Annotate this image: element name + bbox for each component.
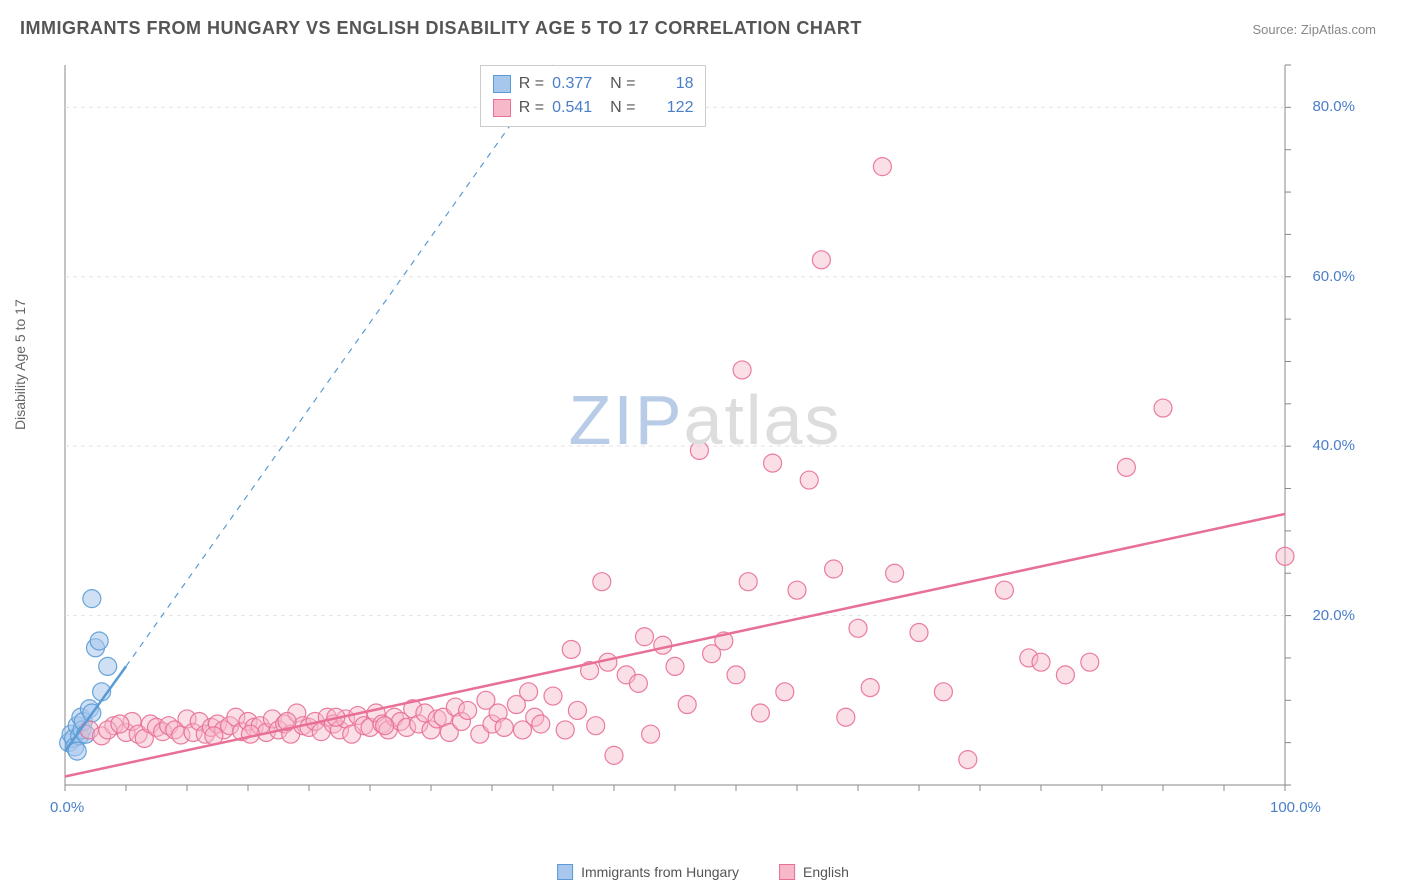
x-axis-legend: Immigrants from Hungary English: [557, 864, 849, 880]
x-tick-label: 0.0%: [50, 799, 84, 816]
stat-n-label: N =: [610, 96, 635, 120]
stat-n-value: 122: [643, 96, 693, 120]
chart-title: IMMIGRANTS FROM HUNGARY VS ENGLISH DISAB…: [20, 18, 862, 39]
legend-label-hungary: Immigrants from Hungary: [581, 864, 739, 880]
legend-swatch-hungary: [557, 864, 573, 880]
stat-r-label: R =: [519, 96, 544, 120]
x-tick-label: 100.0%: [1270, 799, 1321, 816]
y-tick-label: 40.0%: [1295, 437, 1355, 454]
stat-r-label: R =: [519, 72, 544, 96]
scatter-chart-svg: [55, 55, 1355, 815]
stat-swatch: [493, 75, 511, 93]
stat-r-value: 0.541: [552, 96, 602, 120]
legend-item-hungary: Immigrants from Hungary: [557, 864, 739, 880]
stat-n-value: 18: [643, 72, 693, 96]
stat-row: R = 0.541 N = 122: [493, 96, 694, 120]
stat-row: R = 0.377 N = 18: [493, 72, 694, 96]
stat-n-label: N =: [610, 72, 635, 96]
y-axis-label: Disability Age 5 to 17: [12, 299, 28, 430]
y-tick-label: 60.0%: [1295, 268, 1355, 285]
correlation-stats-box: R = 0.377 N = 18 R = 0.541 N = 122: [480, 65, 707, 127]
legend-label-english: English: [803, 864, 849, 880]
y-tick-label: 80.0%: [1295, 98, 1355, 115]
chart-plot-area: ZIPatlas 0.0%100.0%20.0%40.0%60.0%80.0% …: [55, 55, 1355, 815]
source-attribution: Source: ZipAtlas.com: [1252, 22, 1376, 37]
legend-swatch-english: [779, 864, 795, 880]
y-tick-label: 20.0%: [1295, 607, 1355, 624]
stat-r-value: 0.377: [552, 72, 602, 96]
stat-swatch: [493, 99, 511, 117]
legend-item-english: English: [779, 864, 849, 880]
